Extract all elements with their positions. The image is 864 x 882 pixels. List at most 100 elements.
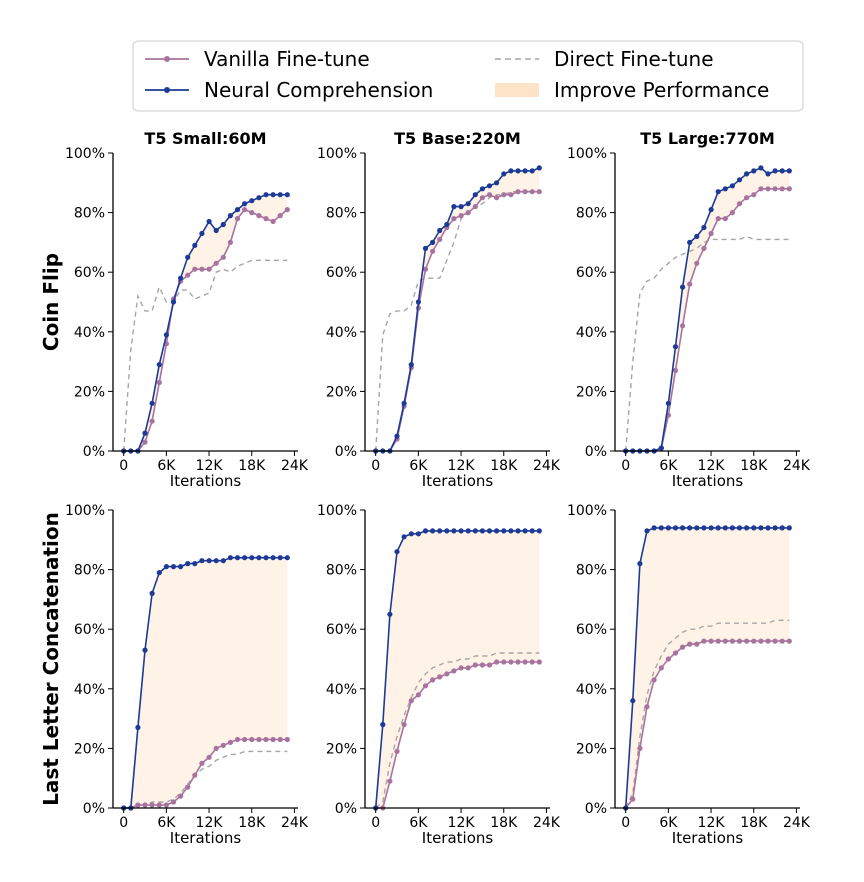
neural-point (149, 400, 155, 406)
x-tick-label: 24K (533, 815, 561, 831)
neural-point (786, 168, 792, 174)
legend-item-neural: Neural Comprehension (145, 78, 433, 102)
vanilla-point (156, 379, 162, 386)
neural-point (263, 555, 269, 561)
vanilla-point (422, 683, 429, 689)
neural-point (185, 561, 191, 567)
vanilla-point (508, 659, 514, 665)
neural-point (479, 528, 485, 534)
vanilla-point (142, 802, 148, 808)
vanilla-point (758, 186, 764, 192)
y-tick-label: 40% (326, 325, 357, 341)
y-tick-label: 20% (326, 741, 357, 757)
neural-point (199, 230, 205, 237)
neural-point (779, 525, 785, 531)
neural-point (437, 227, 443, 234)
neural-point (672, 344, 679, 350)
vanilla-point (522, 189, 528, 195)
x-tick-label: 18K (238, 458, 266, 474)
vanilla-point (486, 192, 493, 198)
neural-point (687, 239, 693, 245)
neural-point (694, 525, 700, 531)
vanilla-point (458, 665, 464, 671)
neural-point (263, 192, 269, 198)
neural-point (422, 245, 429, 251)
vanilla-point (242, 207, 248, 213)
legend-label: Neural Comprehension (204, 78, 433, 102)
x-axis-title: Iterations (672, 472, 744, 490)
x-tick-label: 18K (490, 458, 518, 474)
vanilla-point (708, 638, 714, 644)
y-tick-label: 80% (74, 206, 105, 222)
vanilla-point (715, 638, 721, 644)
neural-point (715, 189, 721, 195)
direct-line (123, 750, 288, 809)
chart-panel-4: 0% 20% 40% 60% 80% 100% 0 6K 12K 18K 24K Iterations (317, 503, 561, 847)
improve-band (625, 527, 790, 808)
vanilla-point (408, 698, 414, 704)
row-label-1: Last Letter Concatenation (39, 512, 63, 806)
improve-band (375, 167, 540, 451)
neural-point (651, 525, 657, 531)
vanilla-point (722, 216, 728, 222)
vanilla-point (234, 736, 241, 743)
vanilla-point (701, 245, 707, 251)
neural-point (458, 204, 464, 210)
vanilla-point (437, 236, 443, 242)
vanilla-point (672, 650, 679, 656)
vanilla-point (277, 736, 283, 743)
y-tick-label: 0% (585, 444, 607, 460)
x-tick-label: 0 (371, 458, 380, 474)
vanilla-point (213, 745, 219, 752)
panel-title: T5 Small:60M (144, 129, 266, 148)
vanilla-point (658, 665, 664, 671)
direct-line (625, 619, 790, 809)
neural-point (415, 299, 421, 305)
neural-point (515, 168, 521, 174)
vanilla-point (479, 662, 485, 668)
y-tick-label: 80% (576, 206, 607, 222)
vanilla-point (536, 659, 542, 665)
vanilla-point (472, 662, 478, 668)
neural-point (665, 525, 672, 531)
vanilla-point (199, 760, 205, 766)
row-label-0: Coin Flip (39, 253, 63, 351)
vanilla-point (284, 736, 290, 743)
neural-point (501, 528, 507, 534)
vanilla-point (701, 638, 707, 644)
neural-point (729, 525, 736, 531)
x-tick-label: 6K (409, 815, 428, 831)
x-tick-label: 0 (621, 815, 630, 831)
neural-point (170, 564, 177, 570)
chart-panel-5: 0% 20% 40% 60% 80% 100% 0 6K 12K 18K 24K Iterations (567, 503, 811, 847)
panel-title: T5 Large:770M (640, 129, 775, 148)
direct-line (375, 190, 540, 452)
neural-point (658, 525, 664, 531)
chart-panel-0: T5 Small:60M 0% 20% 40% 60% 80% 100% 0 6K 12K 18K 2… (65, 129, 309, 490)
y-tick-label: 0% (83, 801, 105, 817)
neural-point (672, 525, 679, 531)
neural-point (156, 362, 162, 368)
neural-point (213, 227, 219, 234)
neural-point (722, 525, 728, 531)
neural-point (206, 558, 212, 564)
vanilla-point (437, 674, 443, 680)
vanilla-point (494, 195, 500, 201)
neural-point (772, 525, 778, 531)
neural-point (178, 564, 184, 570)
neural-point (680, 525, 686, 531)
x-axis-title: Iterations (422, 829, 494, 847)
neural-point (242, 555, 248, 561)
neural-point (401, 534, 407, 540)
y-tick-label: 20% (74, 741, 105, 757)
y-tick-label: 60% (576, 265, 607, 281)
vanilla-point (458, 213, 464, 219)
y-tick-label: 40% (576, 325, 607, 341)
x-tick-label: 24K (281, 815, 309, 831)
neural-point (680, 284, 686, 290)
x-tick-label: 6K (659, 458, 678, 474)
vanilla-point (515, 659, 521, 665)
vanilla-point (786, 638, 792, 644)
y-tick-label: 100% (317, 503, 357, 519)
